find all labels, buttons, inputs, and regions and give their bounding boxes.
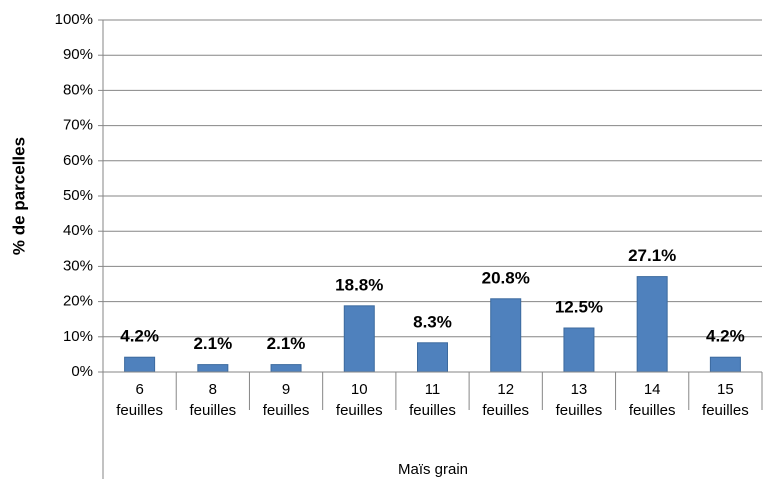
y-tick-label: 100% [55,11,93,28]
y-tick-label: 50% [63,187,93,204]
value-label: 18.8% [335,275,383,294]
y-tick-label: 80% [63,81,93,98]
y-tick-label: 70% [63,117,93,134]
bar [709,356,741,373]
bar [124,356,156,373]
bar [490,298,522,373]
value-label: 8.3% [413,312,452,331]
x-tick-label: 13 feuilles [556,381,603,419]
bar [563,327,595,373]
x-tick-label: 11 feuilles [409,381,456,419]
bar [417,342,448,373]
value-label: 2.1% [193,334,232,353]
bar [636,276,668,373]
y-tick-label: 30% [63,257,93,274]
x-tick-label: 10 feuilles [336,381,383,419]
y-tick-label: 60% [63,152,93,169]
y-tick-label: 20% [63,293,93,310]
value-label: 12.5% [555,297,603,316]
y-tick-label: 0% [71,363,93,380]
bar [197,364,229,373]
x-tick-label: 9 feuilles [263,381,310,419]
value-label: 27.1% [628,246,676,265]
value-label: 2.1% [267,334,306,353]
y-axis-label: % de parcelles [9,137,28,255]
bar [270,364,302,373]
value-label: 4.2% [120,327,159,346]
x-tick-label: 14 feuilles [629,381,676,419]
x-tick-label: 15 feuilles [702,381,749,419]
y-tick-label: 90% [63,46,93,63]
bar [343,305,375,373]
y-tick-label: 40% [63,222,93,239]
value-label: 4.2% [706,327,745,346]
x-tick-label: 12 feuilles [482,381,529,419]
value-label: 20.8% [482,268,530,287]
x-tick-label: 6 feuilles [116,381,163,419]
x-tick-label: 8 feuilles [189,381,236,419]
y-tick-label: 10% [63,328,93,345]
x-group-label: Maïs grain [398,461,468,478]
